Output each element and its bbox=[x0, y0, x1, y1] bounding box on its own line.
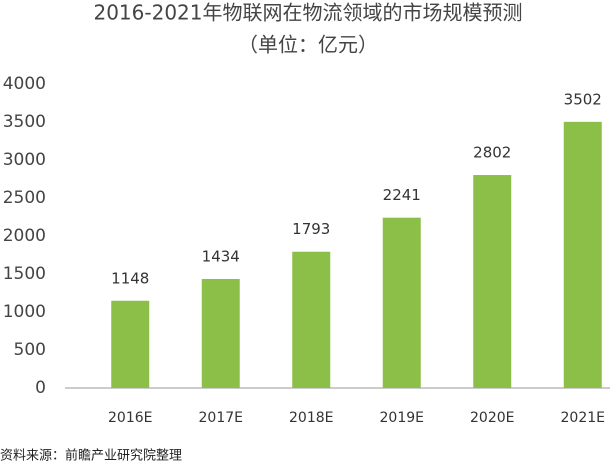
y-tick-label: 1500 bbox=[3, 264, 46, 284]
value-label: 1434 bbox=[202, 248, 240, 266]
value-label: 2241 bbox=[383, 186, 421, 204]
bar bbox=[111, 300, 150, 388]
bar bbox=[473, 175, 512, 388]
bar bbox=[382, 217, 421, 388]
chart-subtitle: （单位：亿元） bbox=[238, 33, 378, 57]
y-tick-label: 3500 bbox=[3, 112, 46, 132]
chart-title: 2016-2021年物联网在物流领域的市场规模预测 bbox=[93, 1, 522, 25]
bar bbox=[292, 251, 331, 388]
bar bbox=[201, 279, 240, 388]
y-tick-label: 3000 bbox=[3, 150, 46, 170]
y-tick-label: 4000 bbox=[3, 74, 46, 94]
source-note: 资料来源：前瞻产业研究院整理 bbox=[0, 448, 182, 464]
value-label: 3502 bbox=[564, 90, 602, 108]
x-tick-label: 2016E bbox=[108, 410, 152, 426]
y-tick-label: 2000 bbox=[3, 226, 46, 246]
value-label: 2802 bbox=[473, 144, 511, 162]
y-tick-label: 500 bbox=[14, 340, 46, 360]
x-tick-label: 2020E bbox=[470, 410, 514, 426]
y-tick-label: 1000 bbox=[3, 302, 46, 322]
x-tick-label: 2017E bbox=[199, 410, 243, 426]
value-label: 1793 bbox=[292, 220, 330, 238]
x-tick-label: 2021E bbox=[561, 410, 605, 426]
value-label: 1148 bbox=[111, 269, 149, 287]
bar bbox=[563, 121, 602, 389]
x-tick-label: 2018E bbox=[289, 410, 333, 426]
y-tick-label: 0 bbox=[35, 378, 46, 398]
x-tick-label: 2019E bbox=[380, 410, 424, 426]
y-tick-label: 2500 bbox=[3, 188, 46, 208]
